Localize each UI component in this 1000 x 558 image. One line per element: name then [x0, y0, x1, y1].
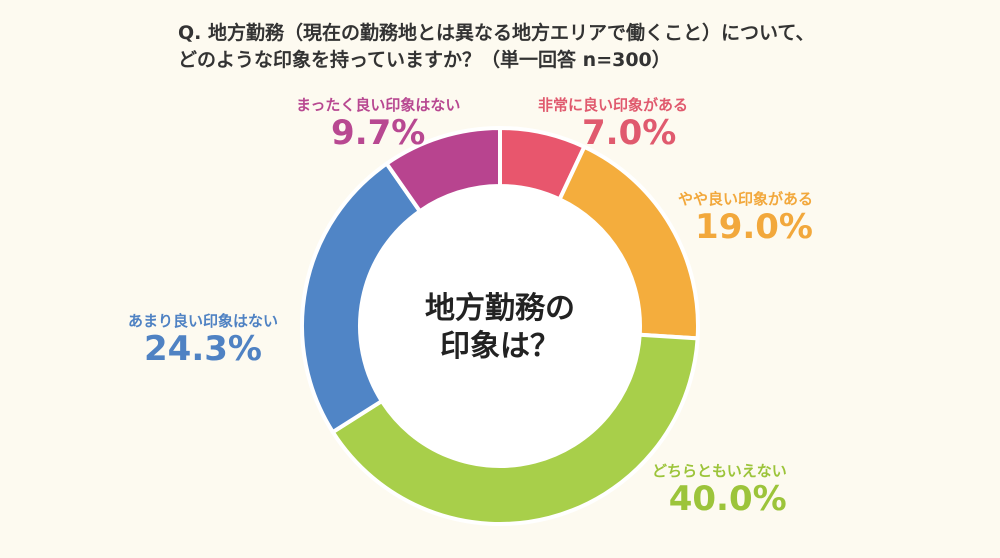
slice-value-not-very-good: 24.3%	[144, 329, 262, 369]
chart-title-line-2: どのような印象を持っていますか？（単一回答 n=300）	[178, 49, 671, 71]
slice-label-neutral: どちらともいえない 40.0%	[652, 462, 787, 518]
center-label-line-2: 印象は？	[440, 329, 560, 364]
slice-label-somewhat-good: やや良い印象がある 19.0%	[678, 190, 813, 246]
slice-label-not-very-good: あまり良い印象はない 24.3%	[128, 312, 278, 368]
slice-name-neutral: どちらともいえない	[652, 462, 787, 480]
slice-value-neutral: 40.0%	[668, 479, 787, 519]
slice-value-not-good-at-all: 9.7%	[331, 113, 426, 153]
slice-name-not-good-at-all: まったく良い印象はない	[296, 96, 461, 114]
center-label-line-1: 地方勤務の	[425, 291, 575, 326]
donut-center-label: 地方勤務の 印象は？	[380, 290, 620, 366]
donut-slice-not-good-at-all	[384, 126, 502, 214]
chart-title: Q. 地方勤務（現在の勤務地とは異なる地方エリアで働くこと）について、 どのよう…	[178, 20, 858, 74]
slice-label-very-good: 非常に良い印象がある 7.0%	[538, 96, 688, 152]
chart-title-line-1: Q. 地方勤務（現在の勤務地とは異なる地方エリアで働くこと）について、	[178, 22, 815, 44]
slice-name-very-good: 非常に良い印象がある	[538, 96, 689, 114]
donut-hole	[361, 187, 639, 465]
slice-value-very-good: 7.0%	[582, 113, 677, 153]
slice-name-not-very-good: あまり良い印象はない	[128, 312, 279, 330]
slice-name-somewhat-good: やや良い印象がある	[678, 190, 814, 208]
slice-label-not-good-at-all: まったく良い印象はない 9.7%	[296, 96, 460, 152]
donut-slice-neutral	[330, 332, 700, 526]
slice-value-somewhat-good: 19.0%	[695, 207, 814, 247]
